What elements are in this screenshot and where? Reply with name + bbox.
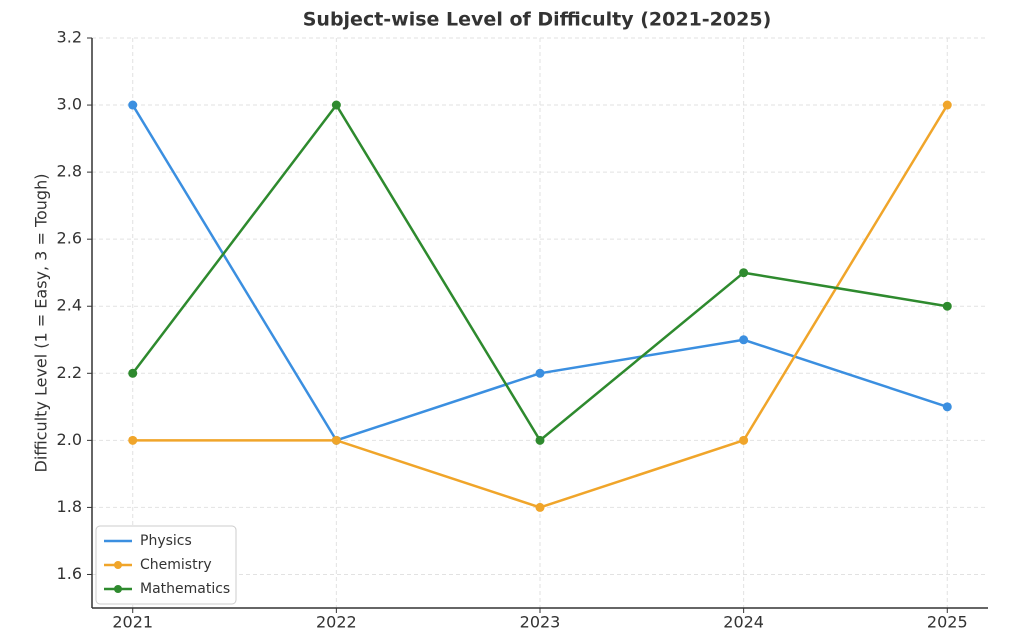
legend-marker (114, 585, 122, 593)
data-point (535, 368, 545, 378)
data-point (535, 502, 545, 512)
y-tick-label: 2.0 (57, 430, 82, 449)
data-point (942, 100, 952, 110)
data-point (128, 435, 138, 445)
data-point (535, 435, 545, 445)
legend-label: Physics (140, 533, 192, 549)
x-tick-label: 2023 (520, 613, 561, 632)
data-point (331, 100, 341, 110)
data-point (739, 435, 749, 445)
y-tick-label: 2.6 (57, 229, 82, 248)
legend: Physics Chemistry Mathematics (95, 525, 237, 605)
data-point (942, 402, 952, 412)
legend-label: Chemistry (140, 557, 212, 573)
y-tick-label: 2.8 (57, 162, 82, 181)
x-tick-label: 2025 (927, 613, 968, 632)
data-point (331, 435, 341, 445)
data-point (739, 335, 749, 345)
legend-label: Mathematics (140, 581, 230, 597)
legend-box (95, 525, 237, 605)
y-tick-label: 2.4 (57, 296, 82, 315)
y-tick-label: 3.0 (57, 95, 82, 114)
y-tick-label: 3.2 (57, 28, 82, 47)
x-tick-label: 2024 (723, 613, 764, 632)
data-point (739, 268, 749, 278)
data-point (128, 368, 138, 378)
y-tick-label: 2.2 (57, 363, 82, 382)
y-tick-label: 1.6 (57, 564, 82, 583)
x-tick-label: 2021 (112, 613, 153, 632)
y-axis-label: Difficulty Level (1 = Easy, 3 = Tough) (32, 174, 51, 473)
data-point (128, 100, 138, 110)
chart-title: Subject-wise Level of Difficulty (2021-2… (303, 9, 772, 31)
legend-marker (114, 561, 122, 569)
x-tick-label: 2022 (316, 613, 357, 632)
data-point (942, 301, 952, 311)
y-tick-label: 1.8 (57, 497, 82, 516)
